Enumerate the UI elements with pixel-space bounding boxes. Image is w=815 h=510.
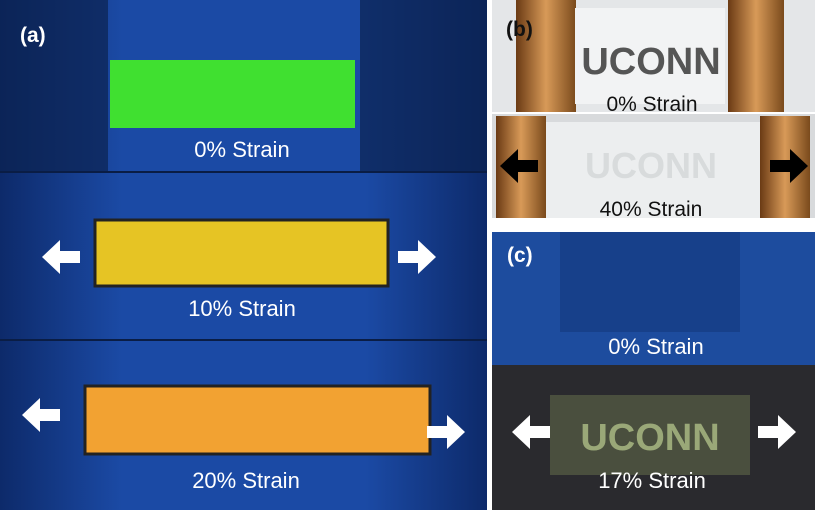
film [550,395,750,475]
panel-label: (c) [507,244,533,267]
caption: 17% Strain [598,468,706,493]
panel-label: (b) [506,18,533,41]
orange-strip [83,384,432,456]
uconn-text-faded: UCONN [585,145,717,186]
clamp [728,0,784,112]
panel-a: (a) 0% Strain 10% Strain 20% Strain [0,0,487,510]
yellow-strip [93,218,390,288]
panel-label: (a) [20,24,46,47]
uconn-text: UCONN [580,417,719,459]
film [546,122,760,218]
panel-c: UCONN (c) 0% Strain 17% Strain [492,232,815,510]
caption: 0% Strain [608,334,703,359]
caption: 0% Strain [606,93,697,116]
film [560,232,740,332]
caption: 20% Strain [192,468,300,493]
caption: 0% Strain [194,137,289,162]
clamp [360,0,487,172]
caption: 10% Strain [188,296,296,321]
caption: 40% Strain [600,198,703,221]
film [575,8,725,104]
clamp [516,0,576,112]
clamp [0,0,108,172]
uconn-text: UCONN [581,41,720,83]
green-strip [110,60,355,128]
panel-b: UCONN 0% Strain UCONN (b) 40% Strain [492,0,815,221]
